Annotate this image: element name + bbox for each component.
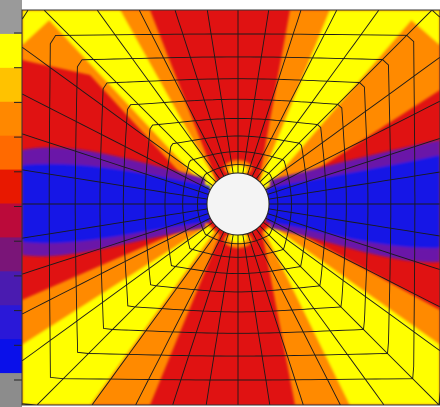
band-bottom-edge-right [405,370,440,405]
mesh-radial-line [268,171,440,200]
mesh-ring [99,78,369,334]
mesh-radial-line [251,231,341,405]
band-top-right-inner [260,10,420,190]
legend-band [0,305,22,340]
legend-band [0,101,22,137]
band-top-edge-left [22,10,60,45]
legend-color-bar [0,0,22,407]
mesh-radial-line [206,10,234,174]
legend-band [0,373,22,407]
plate-frame [21,9,440,406]
mesh-radial-line [172,233,229,405]
legend-band [0,67,22,103]
mesh-radial-line [262,221,440,352]
mesh-ring [197,164,279,245]
blue-band [22,140,440,263]
mesh-radial-line [22,46,214,187]
mesh-radial-line [22,221,214,362]
legend-band [0,0,22,35]
center-hole [206,172,270,236]
band-bottom-left-inner [22,226,214,405]
mesh-radial-line [138,10,225,177]
mesh-ring [48,33,416,381]
mesh-ring [74,56,392,357]
mesh-radial-line [22,133,209,195]
mesh-radial-line [265,100,440,191]
band-bottom-right-inner [265,226,440,405]
mesh-radial-line [22,208,208,239]
mesh-radial-line [255,10,380,180]
band-top-left [22,10,218,200]
legend-band [0,203,22,238]
mesh-radial-line [22,93,211,191]
mesh-radial-line [135,231,225,405]
mesh-radial-line [265,217,440,308]
mesh-radial-line [174,10,229,175]
mesh-radial-line [268,208,440,237]
mesh-radial-line [36,225,217,405]
mesh-radial-line [247,10,302,175]
mesh-radial-line [267,137,440,195]
finite-element-mesh [22,10,440,405]
mesh-radial-line [22,213,209,275]
mesh-radial-line [242,10,270,174]
mesh-radial-line [259,225,440,405]
mesh-ring [182,151,292,258]
mesh-radial-line [251,10,338,177]
mesh-radial-line [262,56,440,187]
mesh-radial-line [247,233,304,405]
mesh-radial-line [91,228,221,405]
mesh-radial-line [267,213,440,271]
mesh-radial-line [242,234,271,405]
mesh-radial-line [205,234,234,405]
mesh-radial-line [22,217,211,315]
mesh-ring [144,118,327,293]
mesh-radial-line [22,169,208,200]
blue-core-right [266,155,440,249]
mesh-ring [164,135,309,275]
mesh-radial-line [259,10,433,183]
legend-band [0,271,22,306]
mesh-radial-line [96,10,221,180]
band-top-edge-right [400,10,440,45]
legend-band [0,135,22,171]
mesh-radial-line [43,10,217,183]
legend-band [0,169,22,204]
legend-band [0,33,22,69]
legend-band [0,339,22,374]
blue-core-left [22,163,210,244]
legend-band [0,237,22,272]
mesh-radial-line [255,228,385,405]
mesh-ring [122,98,347,313]
band-bottom-edge-left [22,370,55,405]
